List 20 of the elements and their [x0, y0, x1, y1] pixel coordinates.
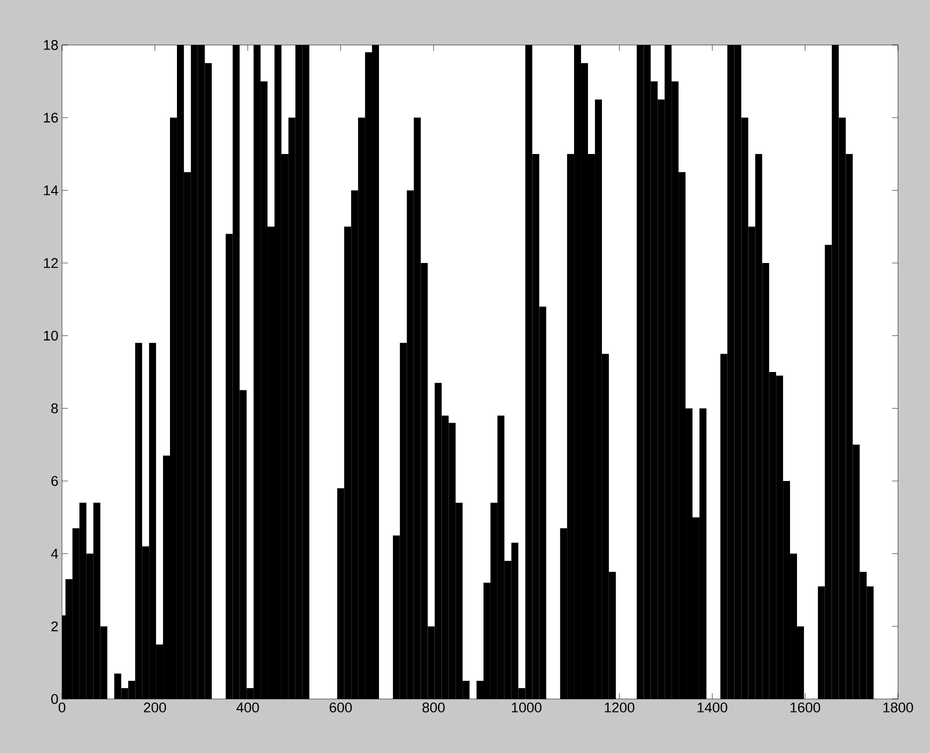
x-tick-label: 800 [422, 702, 445, 712]
y-tick-label: 12 [44, 258, 58, 268]
x-tick-label: 1200 [604, 702, 634, 712]
x-tick-label: 1600 [790, 702, 820, 712]
x-tick-label: 1400 [698, 702, 728, 712]
y-tick-label: 14 [44, 186, 58, 196]
x-tick-label: 600 [330, 702, 352, 712]
x-tick-label: 1800 [884, 702, 914, 712]
x-tick-label: 1000 [512, 702, 542, 712]
y-tick-label: 6 [51, 476, 58, 486]
y-tick-label: 0 [51, 694, 58, 704]
y-tick-label: 16 [44, 112, 58, 123]
y-tick-label: 4 [51, 548, 58, 558]
x-tick-label: 200 [144, 702, 166, 712]
y-tick-label: 18 [44, 40, 58, 50]
x-tick-label: 400 [236, 702, 259, 712]
y-tick-label: 8 [51, 403, 58, 414]
x-tick-label: 0 [58, 702, 66, 712]
y-tick-label: 10 [44, 330, 58, 341]
y-tick-label: 2 [51, 621, 58, 632]
